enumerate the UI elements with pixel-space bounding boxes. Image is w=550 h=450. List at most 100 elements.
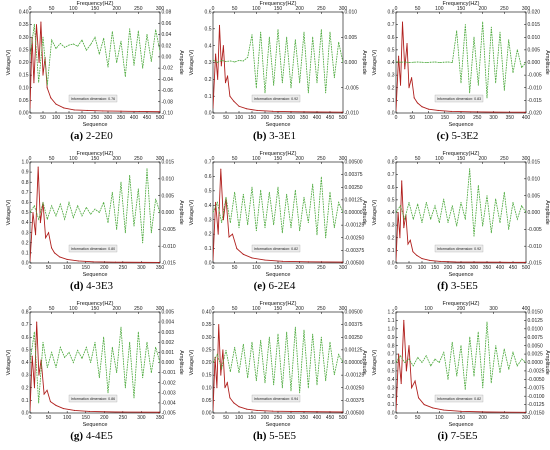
amplitude-point bbox=[486, 321, 488, 323]
annotation-box bbox=[251, 394, 301, 403]
x-tick-label: 0 bbox=[212, 415, 215, 421]
voltage-point bbox=[403, 227, 405, 229]
x-tick-label: 500 bbox=[339, 115, 348, 121]
y2-tick-label: -0.015 bbox=[162, 261, 176, 267]
voltage-point bbox=[30, 409, 31, 412]
amplitude-point bbox=[316, 82, 318, 84]
amplitude-point bbox=[430, 61, 432, 63]
voltage-point bbox=[77, 260, 79, 262]
amplitude-point bbox=[482, 21, 484, 23]
x-tick-label: 200 bbox=[78, 115, 87, 121]
x-tick-label: 300 bbox=[489, 115, 498, 121]
amplitude-point bbox=[137, 30, 139, 32]
voltage-point bbox=[215, 201, 217, 203]
voltage-point bbox=[222, 45, 224, 47]
voltage-point bbox=[401, 21, 404, 23]
y2-tick-label: 0.00250 bbox=[345, 335, 363, 341]
amplitude-point bbox=[438, 222, 440, 224]
x-tick-label: 250 bbox=[500, 415, 509, 421]
y2-tick-label: 0.000 bbox=[528, 210, 541, 216]
amplitude-point bbox=[98, 377, 100, 379]
x-tick-label: 450 bbox=[326, 415, 335, 421]
y2-tick-label: 0.015 bbox=[528, 22, 541, 28]
y2-tick-label: 0.00375 bbox=[345, 322, 363, 328]
voltage-point bbox=[50, 97, 52, 99]
x-tick-label: 250 bbox=[457, 265, 466, 271]
voltage-point bbox=[233, 402, 235, 404]
amplitude-point bbox=[268, 191, 270, 193]
amplitude-point bbox=[150, 60, 152, 62]
x2-tick-label: 100 bbox=[252, 156, 261, 162]
amplitude-point bbox=[137, 331, 139, 333]
y2-tick-label: -0.0100 bbox=[528, 394, 545, 400]
voltage-point bbox=[342, 411, 343, 413]
voltage-point bbox=[42, 74, 44, 76]
amplitude-point bbox=[312, 183, 314, 185]
amplitude-point bbox=[396, 61, 397, 63]
amplitude-point bbox=[316, 234, 318, 236]
y2-tick-label: -0.0025 bbox=[528, 369, 545, 375]
x-tick-label: 300 bbox=[522, 415, 531, 421]
amplitude-point bbox=[38, 402, 40, 404]
amplitude-point bbox=[312, 333, 314, 335]
amplitude-point bbox=[338, 353, 340, 355]
voltage-point bbox=[229, 397, 231, 399]
amplitude-point bbox=[320, 29, 322, 31]
voltage-point bbox=[411, 387, 413, 389]
caption-f: (f) 3-5E5 bbox=[366, 280, 549, 292]
amplitude-point bbox=[46, 84, 48, 86]
y2-tick-label: 0.004 bbox=[162, 320, 175, 326]
amplitude-point bbox=[90, 362, 92, 363]
amplitude-point bbox=[216, 62, 218, 63]
amplitude-point bbox=[94, 36, 96, 38]
y2-tick-label: 0.00000 bbox=[345, 360, 363, 366]
amplitude-point bbox=[447, 378, 449, 380]
annotation-text: Information dimension: 0.76 bbox=[71, 97, 115, 101]
voltage-point bbox=[36, 321, 38, 323]
y2-tick-label: 0.002 bbox=[162, 340, 175, 346]
x2-tick-label: 100 bbox=[435, 156, 444, 162]
amplitude-point bbox=[242, 60, 244, 62]
chart-panel-g: 0 50 100 150 200 250 300 350 0 50 100 150 200 250 300 0… bbox=[0, 300, 184, 450]
amplitude-point bbox=[216, 353, 218, 355]
y-tick-label: 0.0 bbox=[205, 261, 212, 267]
y-tick-label: 0.7 bbox=[205, 160, 212, 166]
amplitude-point bbox=[85, 49, 87, 51]
y2-tick-label: -0.00250 bbox=[345, 235, 365, 241]
y-tick-label: 0.1 bbox=[388, 248, 395, 254]
voltage-point bbox=[242, 253, 244, 255]
y-tick-label: 0.0 bbox=[388, 261, 395, 267]
y2-axis-label: Amplitude bbox=[361, 200, 367, 224]
amplitude-point bbox=[260, 339, 262, 341]
amplitude-point bbox=[512, 72, 514, 74]
x2-tick-label: 200 bbox=[457, 306, 466, 312]
x-tick-label: 200 bbox=[444, 265, 453, 271]
y2-tick-label: 0.003 bbox=[162, 330, 175, 336]
y2-tick-label: 0.000 bbox=[162, 360, 175, 366]
caption-prefix: (f) bbox=[437, 280, 449, 292]
amplitude-point bbox=[159, 212, 160, 213]
y-tick-label: 0.8 bbox=[388, 160, 395, 166]
x2-tick-label: 150 bbox=[457, 156, 466, 162]
y-tick-label: 0.4 bbox=[205, 203, 212, 209]
x-tick-label: 0 bbox=[29, 115, 32, 121]
amplitude-point bbox=[399, 205, 401, 207]
chart-panel-d: 0 50 100 150 200 250 300 350 0 50 100 150 200 250 300 0… bbox=[0, 150, 184, 300]
amplitude-point bbox=[329, 31, 331, 33]
amplitude-point bbox=[129, 28, 131, 30]
y-tick-label: 0.6 bbox=[388, 35, 395, 41]
caption-e: (e) 6-2E4 bbox=[183, 280, 366, 292]
x-tick-label: 400 bbox=[313, 415, 322, 421]
x-axis-label: Sequence bbox=[83, 122, 108, 128]
y-tick-label: 0.3 bbox=[22, 373, 29, 379]
voltage-point bbox=[233, 100, 235, 102]
x2-tick-label: 200 bbox=[295, 306, 304, 312]
amplitude-point bbox=[294, 326, 296, 328]
x2-tick-label: 250 bbox=[317, 306, 326, 312]
y2-tick-label: 0.06 bbox=[162, 21, 172, 27]
voltage-point bbox=[238, 406, 240, 408]
amplitude-point bbox=[477, 84, 479, 86]
voltage-point bbox=[37, 166, 39, 168]
voltage-point bbox=[86, 109, 88, 112]
amplitude-point bbox=[38, 218, 40, 220]
